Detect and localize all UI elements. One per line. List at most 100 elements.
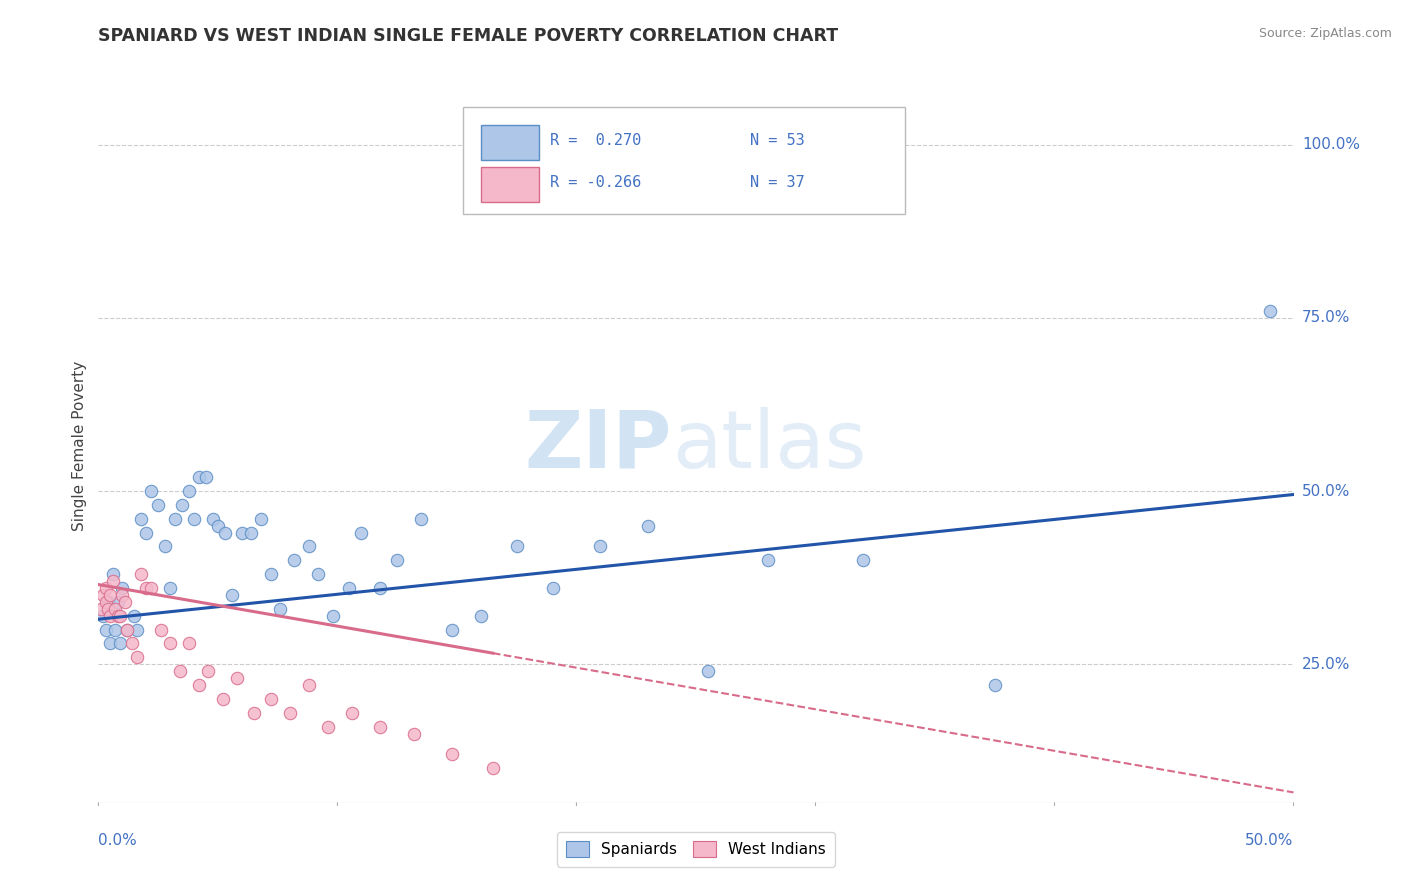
Point [155, 540, 177, 554]
Point [316, 720, 339, 734]
Point [125, 623, 148, 637]
Point [589, 540, 612, 554]
FancyBboxPatch shape [463, 107, 905, 214]
Point [207, 518, 229, 533]
Point [340, 706, 363, 720]
Text: 25.0%: 25.0% [1302, 657, 1350, 672]
Point [852, 553, 875, 567]
Point [259, 567, 281, 582]
Point [269, 602, 291, 616]
Point [108, 636, 131, 650]
Point [115, 623, 138, 637]
Point [115, 623, 138, 637]
Point [240, 525, 263, 540]
Point [187, 678, 209, 692]
Point [322, 608, 344, 623]
Point [135, 525, 157, 540]
Point [101, 567, 124, 582]
Point [756, 553, 779, 567]
Point [226, 671, 249, 685]
Point [283, 553, 305, 567]
Point [91, 588, 114, 602]
Point [259, 691, 281, 706]
Point [91, 608, 114, 623]
Point [97, 595, 120, 609]
Text: Source: ZipAtlas.com: Source: ZipAtlas.com [1258, 27, 1392, 40]
Point [1258, 304, 1281, 318]
Point [385, 553, 409, 567]
Point [159, 636, 181, 650]
Point [481, 761, 505, 775]
Point [370, 581, 392, 595]
Point [125, 650, 148, 665]
Point [139, 581, 162, 595]
Point [194, 470, 217, 484]
Point [402, 726, 425, 740]
Text: 75.0%: 75.0% [1302, 310, 1350, 326]
Point [101, 574, 124, 588]
Point [307, 567, 329, 582]
Text: 50.0%: 50.0% [1302, 483, 1350, 499]
Point [98, 636, 122, 650]
Point [337, 581, 360, 595]
Point [163, 512, 186, 526]
Point [97, 602, 120, 616]
FancyBboxPatch shape [481, 167, 540, 202]
Point [441, 747, 464, 762]
Point [197, 664, 219, 678]
Text: R = -0.266: R = -0.266 [550, 175, 641, 190]
Point [298, 678, 321, 692]
Point [124, 608, 146, 623]
Point [214, 525, 236, 540]
Point [98, 608, 122, 623]
Point [350, 525, 373, 540]
Point [983, 678, 1005, 692]
Text: 100.0%: 100.0% [1302, 137, 1360, 153]
Point [94, 595, 117, 609]
Point [411, 512, 433, 526]
Point [139, 483, 162, 498]
Point [131, 567, 153, 582]
Point [506, 540, 529, 554]
Point [111, 581, 134, 595]
Point [108, 608, 131, 623]
Point [541, 581, 564, 595]
Text: N = 37: N = 37 [749, 175, 804, 190]
Point [104, 602, 127, 616]
Legend: Spaniards, West Indians: Spaniards, West Indians [557, 832, 835, 866]
Point [114, 595, 136, 609]
Point [250, 512, 273, 526]
Text: 0.0%: 0.0% [98, 833, 138, 848]
Point [470, 608, 492, 623]
Point [131, 512, 153, 526]
Text: 50.0%: 50.0% [1246, 833, 1294, 848]
Point [202, 512, 225, 526]
Point [231, 525, 253, 540]
Point [370, 720, 392, 734]
Point [94, 581, 117, 595]
Point [159, 581, 181, 595]
Point [211, 691, 233, 706]
Text: N = 53: N = 53 [749, 133, 804, 148]
FancyBboxPatch shape [481, 125, 540, 160]
Point [298, 540, 321, 554]
Point [172, 498, 194, 512]
Point [169, 664, 191, 678]
Point [243, 706, 266, 720]
Text: R =  0.270: R = 0.270 [550, 133, 641, 148]
Text: atlas: atlas [672, 407, 866, 485]
Y-axis label: Single Female Poverty: Single Female Poverty [72, 361, 87, 531]
Point [221, 588, 243, 602]
Point [148, 498, 170, 512]
Point [187, 470, 209, 484]
Point [179, 483, 201, 498]
Point [94, 623, 117, 637]
Point [98, 588, 122, 602]
Point [441, 623, 464, 637]
Point [135, 581, 157, 595]
Point [107, 608, 129, 623]
Point [104, 623, 127, 637]
Point [697, 664, 720, 678]
Point [183, 512, 205, 526]
Point [278, 706, 301, 720]
